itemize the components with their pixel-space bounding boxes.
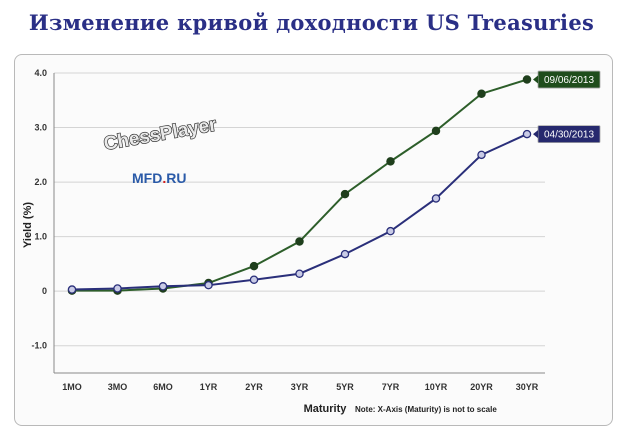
x-tick-label: 3MO	[108, 382, 128, 392]
x-axis-label: Maturity	[304, 403, 348, 415]
legend-layer: 09/06/2013 04/30/2013	[533, 70, 601, 143]
series-point	[113, 284, 122, 293]
y-tick-label: 4.0	[34, 68, 47, 78]
series-point	[522, 75, 532, 84]
series-point	[340, 189, 350, 199]
x-tick-label: 1YR	[200, 382, 218, 392]
series-point	[431, 126, 441, 136]
x-tick-label: 20YR	[470, 382, 493, 392]
grid-layer	[54, 72, 545, 347]
watermark: ChessPlayer MFD.RU	[102, 114, 220, 186]
y-tick-label: 0	[42, 286, 47, 296]
series-point	[340, 249, 350, 259]
chart-frame	[14, 54, 613, 426]
series-point	[295, 237, 304, 246]
chart-title: Изменение кривой доходности US Treasurie…	[28, 10, 595, 35]
series-point	[386, 226, 395, 236]
series-layer	[67, 75, 532, 295]
legend-label: 09/06/2013	[544, 75, 594, 86]
y-tick-label: 3.0	[34, 123, 47, 133]
x-tick-label: 10YR	[425, 382, 448, 392]
series-point	[477, 150, 486, 160]
x-tick-label: 5YR	[336, 382, 354, 392]
legend-pointer	[533, 130, 538, 139]
x-tick-label: 7YR	[382, 382, 400, 392]
series-point	[477, 89, 486, 98]
x-tick-label: 6MO	[153, 382, 173, 392]
legend-pointer	[533, 75, 538, 84]
watermark-main-text: ChessPlayer	[102, 114, 219, 155]
series-point	[67, 285, 77, 294]
x-tick-label: 3YR	[291, 382, 309, 392]
series-point	[249, 275, 259, 284]
x-tick-label: 30YR	[516, 382, 539, 392]
axis-note: Note: X-Axis (Maturity) is not to scale	[355, 405, 497, 414]
series-point	[295, 269, 304, 278]
series-point	[158, 282, 168, 291]
axes-layer: -1.0 0 1.0 2.0 3.0 4.0 1MO 3MO 6MO 1YR 2YR 3YR 5YR 7Y…	[31, 68, 545, 392]
x-tick-label: 1MO	[62, 382, 82, 392]
x-tick-label: 2YR	[245, 382, 263, 392]
series-point	[386, 157, 395, 166]
y-axis-label: Yield (%)	[22, 202, 34, 248]
y-tick-label: 2.0	[34, 177, 47, 187]
y-tick-label: -1.0	[31, 341, 47, 351]
series-point	[249, 261, 259, 271]
series-point	[431, 194, 441, 203]
y-tick-label: 1.0	[34, 232, 47, 242]
legend-label: 04/30/2013	[544, 130, 594, 141]
series-point	[204, 280, 213, 290]
watermark-sub-text: MFD.RU	[132, 170, 186, 186]
series-point	[522, 129, 532, 139]
series-line	[71, 133, 528, 291]
